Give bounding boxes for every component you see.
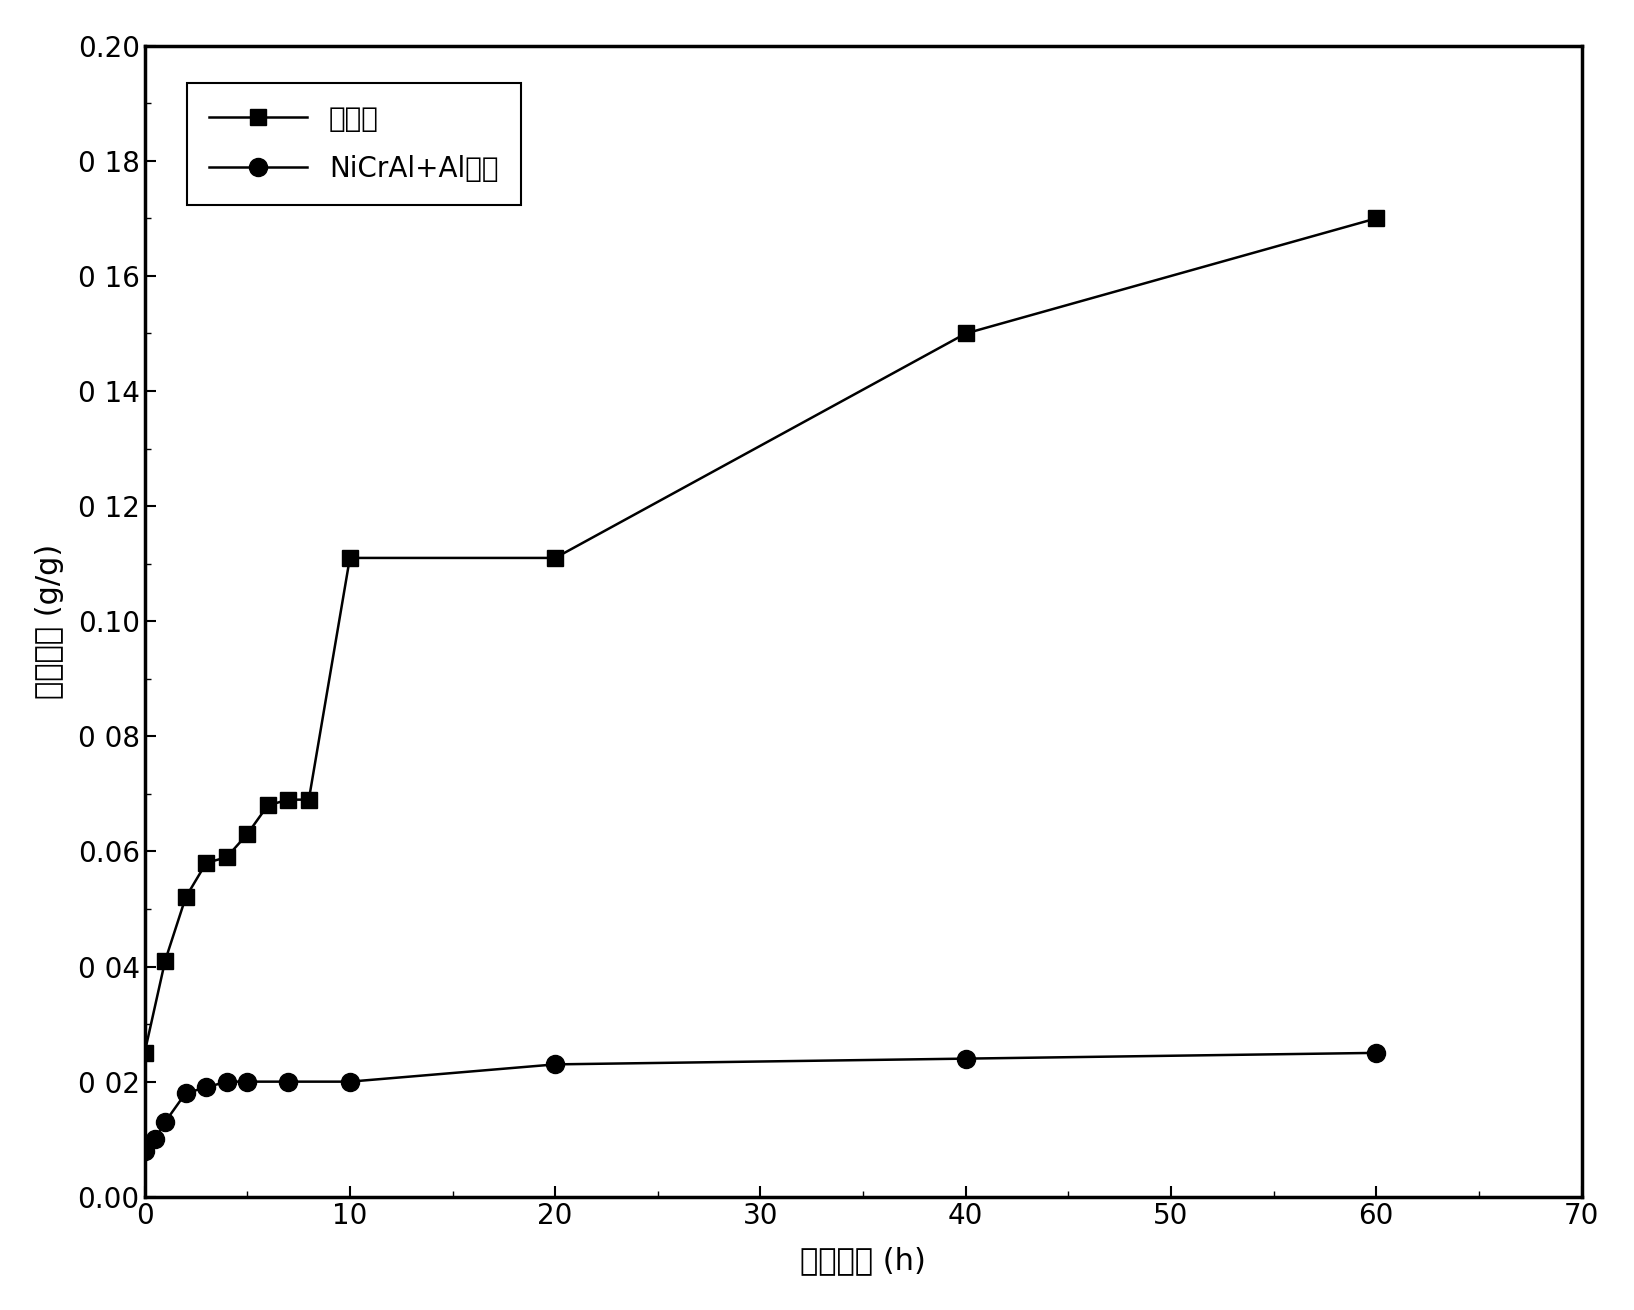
NiCrAl+Al涂层 — [134, 1142, 154, 1158]
泡沫镍 — [258, 798, 278, 814]
泡沫镍 — [237, 827, 257, 842]
NiCrAl+Al涂层 — [1366, 1045, 1386, 1061]
泡沫镍 — [1366, 211, 1386, 227]
NiCrAl+Al涂层 — [217, 1074, 237, 1090]
NiCrAl+Al涂层 — [278, 1074, 297, 1090]
Line: 泡沫镍: 泡沫镍 — [137, 211, 1384, 1061]
NiCrAl+Al涂层 — [546, 1057, 565, 1073]
泡沫镍 — [217, 849, 237, 865]
Legend: 泡沫镍, NiCrAl+Al涂层: 泡沫镍, NiCrAl+Al涂层 — [188, 83, 521, 206]
泡沫镍 — [134, 1045, 154, 1061]
X-axis label: 氧化时间 (h): 氧化时间 (h) — [801, 1246, 926, 1275]
泡沫镍 — [196, 855, 216, 871]
泡沫镍 — [956, 326, 975, 342]
泡沫镍 — [176, 889, 196, 905]
泡沫镍 — [299, 791, 319, 807]
Y-axis label: 氧化增重 (g/g): 氧化增重 (g/g) — [34, 544, 64, 698]
泡沫镍 — [278, 791, 297, 807]
NiCrAl+Al涂层 — [196, 1079, 216, 1095]
NiCrAl+Al涂层 — [237, 1074, 257, 1090]
泡沫镍 — [546, 550, 565, 566]
Line: NiCrAl+Al涂层: NiCrAl+Al涂层 — [136, 1044, 1386, 1159]
NiCrAl+Al涂层 — [340, 1074, 359, 1090]
NiCrAl+Al涂层 — [956, 1051, 975, 1066]
NiCrAl+Al涂层 — [176, 1085, 196, 1100]
NiCrAl+Al涂层 — [145, 1132, 165, 1148]
NiCrAl+Al涂层 — [155, 1114, 175, 1129]
泡沫镍 — [155, 952, 175, 968]
泡沫镍 — [340, 550, 359, 566]
